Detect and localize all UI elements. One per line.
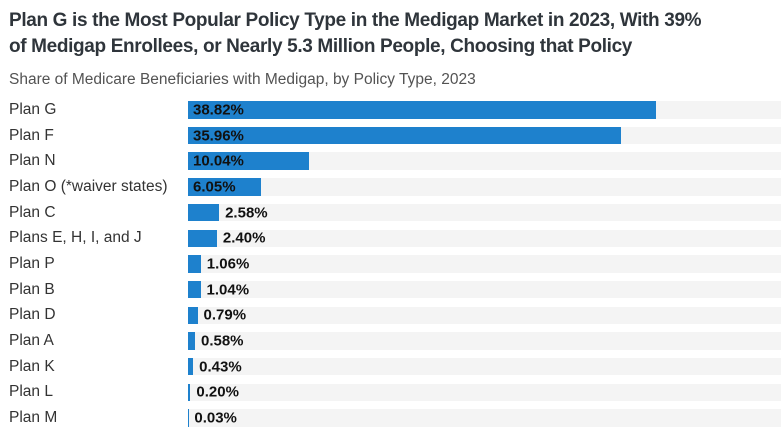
bar-track: 0.20%	[188, 383, 781, 402]
category-label: Plan K	[9, 357, 55, 375]
category-label: Plan B	[9, 280, 55, 298]
chart-row: Plans E, H, I, and J 2.40%	[0, 225, 781, 251]
bar-track: 0.58%	[188, 332, 781, 350]
bar-track: 0.43%	[188, 357, 781, 376]
bar-track: 6.05%	[188, 178, 781, 196]
bar	[188, 306, 198, 325]
category-label: Plan F	[9, 126, 54, 144]
value-label: 38.82%	[193, 101, 244, 119]
category-label: Plan A	[9, 332, 54, 350]
value-label: 6.05%	[193, 178, 236, 196]
value-label: 0.03%	[194, 409, 237, 427]
category-label: Plans E, H, I, and J	[9, 229, 142, 247]
bar-track: 0.03%	[188, 409, 781, 427]
bar	[188, 332, 195, 350]
value-label: 0.20%	[196, 383, 239, 401]
bar	[188, 255, 201, 273]
value-label: 2.40%	[222, 229, 266, 247]
bar	[188, 357, 194, 376]
bar-track: 10.04%	[188, 152, 781, 170]
bar	[188, 409, 189, 427]
category-label: Plan O (*waiver states)	[9, 177, 168, 195]
chart-row: Plan K 0.43%	[0, 354, 781, 380]
value-label: 0.43%	[199, 358, 242, 376]
bar-track: 35.96%	[188, 126, 781, 145]
bar	[188, 152, 309, 170]
value-label: 35.96%	[193, 127, 244, 145]
bar-track: 2.40%	[188, 229, 781, 248]
chart-subtitle: Share of Medicare Beneficiaries with Med…	[9, 71, 476, 88]
value-label: 10.04%	[193, 152, 244, 170]
category-label: Plan C	[9, 203, 56, 221]
value-label: 0.58%	[200, 332, 244, 350]
bar-track: 1.04%	[188, 280, 781, 299]
chart-row: Plan L 0.20%	[0, 380, 781, 406]
bar-track: 1.06%	[188, 255, 781, 273]
category-label: Plan P	[9, 254, 55, 272]
category-label: Plan G	[9, 100, 57, 118]
bar	[188, 126, 622, 145]
bar	[188, 280, 201, 299]
chart-row: Plan C 2.58%	[0, 200, 781, 226]
chart-row: Plan B 1.04%	[0, 277, 781, 303]
bar-track: 2.58%	[188, 203, 781, 222]
bar	[188, 229, 217, 248]
chart-row: Plan F 35.96%	[0, 123, 781, 149]
chart-row: Plan M 0.03%	[0, 405, 781, 431]
category-label: Plan D	[9, 306, 56, 324]
chart-row: Plan O (*waiver states) 6.05%	[0, 174, 781, 200]
page-title-line-1: Plan G is the Most Popular Policy Type i…	[9, 10, 702, 31]
bar	[188, 178, 261, 196]
chart-header: Plan G is the Most Popular Policy Type i…	[0, 0, 783, 89]
value-label: 1.04%	[206, 281, 250, 299]
chart-row: Plan A 0.58%	[0, 328, 781, 354]
value-label: 2.58%	[225, 204, 268, 222]
bar-chart: Plan G 38.82% Plan F 35.96% Plan N 10.04% Plan…	[0, 97, 783, 431]
bar-track: 0.79%	[188, 306, 781, 325]
category-label: Plan M	[9, 409, 58, 427]
bar	[188, 203, 220, 222]
bar	[188, 101, 656, 119]
chart-row: Plan G 38.82%	[0, 97, 781, 123]
category-label: Plan L	[9, 383, 53, 401]
value-label: 0.79%	[203, 306, 247, 324]
bar-track: 38.82%	[188, 101, 781, 119]
chart-row: Plan D 0.79%	[0, 303, 781, 329]
chart-row: Plan N 10.04%	[0, 148, 781, 174]
bar	[188, 383, 191, 402]
page-title-line-2: of Medigap Enrollees, or Nearly 5.3 Mill…	[9, 36, 633, 57]
value-label: 1.06%	[206, 255, 250, 273]
chart-row: Plan P 1.06%	[0, 251, 781, 277]
category-label: Plan N	[9, 152, 56, 170]
